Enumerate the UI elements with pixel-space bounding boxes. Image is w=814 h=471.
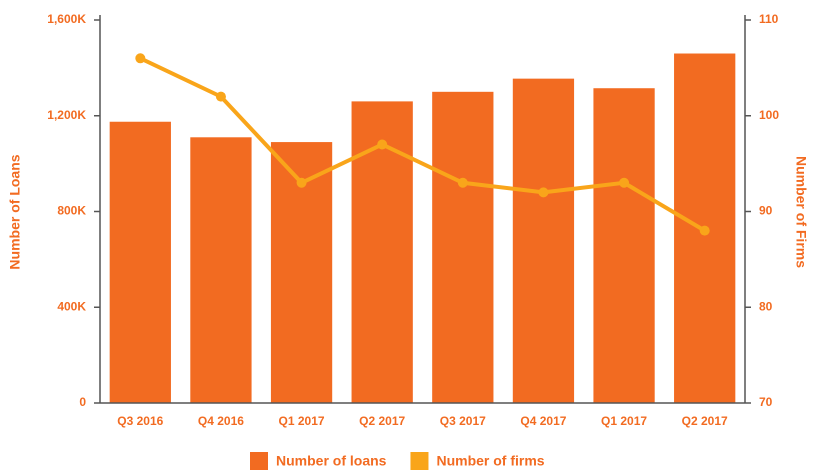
point <box>457 177 468 188</box>
point <box>215 91 226 102</box>
bar <box>190 137 252 403</box>
legend-swatch <box>250 452 268 470</box>
y-tick-label: 1,600K <box>47 12 86 26</box>
bar <box>109 121 171 403</box>
x-tick-label: Q4 2017 <box>520 414 566 428</box>
point <box>377 139 388 150</box>
point <box>296 177 307 188</box>
y2-tick-label: 110 <box>759 12 779 26</box>
bar <box>432 91 494 403</box>
x-tick-label: Q2 2017 <box>682 414 728 428</box>
x-tick-label: Q3 2017 <box>440 414 486 428</box>
bar <box>351 101 413 403</box>
y2-tick-label: 90 <box>759 204 773 218</box>
x-tick-label: Q2 2017 <box>359 414 405 428</box>
y-tick-label: 0 <box>79 395 86 409</box>
bar <box>512 78 575 403</box>
point <box>619 177 630 188</box>
y2-tick-label: 80 <box>759 299 773 313</box>
y-tick-label: 800K <box>57 204 86 218</box>
y2-axis-label: Number of Firms <box>793 156 809 268</box>
point <box>135 53 146 64</box>
y2-tick-label: 100 <box>759 108 779 122</box>
x-tick-label: Q4 2016 <box>198 414 244 428</box>
y-tick-label: 400K <box>57 299 86 313</box>
point <box>699 225 710 236</box>
legend-swatch <box>410 452 429 470</box>
y-tick-label: 1,200K <box>47 108 86 122</box>
bar <box>593 88 655 404</box>
y-axis-label: Number of Loans <box>7 154 23 269</box>
x-tick-label: Q1 2017 <box>279 414 325 428</box>
x-tick-label: Q3 2016 <box>117 414 163 428</box>
legend-label: Number of firms <box>436 453 544 469</box>
x-tick-label: Q1 2017 <box>601 414 647 428</box>
line <box>139 56 706 233</box>
legend-label: Number of loans <box>276 453 387 469</box>
point <box>538 187 549 198</box>
y2-tick-label: 70 <box>759 395 773 409</box>
